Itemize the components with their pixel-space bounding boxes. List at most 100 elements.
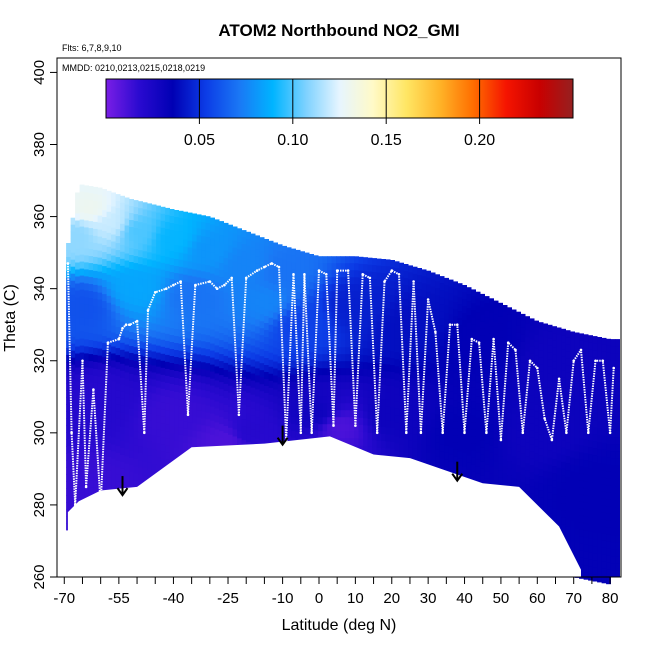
field-cell bbox=[70, 329, 76, 338]
field-cell bbox=[66, 432, 71, 440]
field-cell bbox=[583, 439, 589, 447]
field-cell bbox=[88, 291, 94, 299]
field-cell bbox=[358, 368, 364, 377]
field-cell bbox=[439, 318, 445, 326]
field-cell bbox=[345, 291, 350, 299]
field-cell bbox=[453, 393, 458, 401]
field-cell bbox=[241, 300, 247, 308]
field-cell bbox=[579, 522, 584, 530]
field-cell bbox=[547, 408, 553, 417]
field-cell bbox=[264, 302, 269, 310]
field-cell bbox=[214, 401, 220, 409]
field-cell bbox=[111, 332, 116, 340]
field-cell bbox=[286, 422, 292, 430]
field-cell bbox=[331, 298, 337, 306]
field-cell bbox=[489, 431, 494, 439]
field-cell bbox=[264, 428, 269, 436]
field-cell bbox=[79, 345, 85, 353]
field-cell bbox=[192, 304, 197, 312]
field-cell bbox=[237, 438, 242, 446]
field-cell bbox=[399, 304, 404, 313]
field-cell bbox=[250, 436, 256, 444]
field-cell bbox=[142, 384, 148, 392]
flight-track-point bbox=[332, 424, 335, 427]
field-cell bbox=[147, 231, 152, 239]
field-cell bbox=[390, 393, 395, 401]
field-cell bbox=[574, 542, 580, 550]
field-cell bbox=[381, 385, 386, 393]
field-cell bbox=[453, 281, 458, 289]
field-cell bbox=[318, 284, 323, 292]
field-cell bbox=[228, 378, 233, 387]
field-cell bbox=[412, 434, 418, 443]
field-cell bbox=[516, 458, 521, 467]
flight-track-point bbox=[106, 341, 110, 345]
field-cell bbox=[336, 298, 341, 306]
field-cell bbox=[79, 464, 85, 472]
field-cell bbox=[534, 425, 539, 433]
field-cell bbox=[475, 305, 481, 314]
field-cell bbox=[214, 268, 220, 276]
field-cell bbox=[615, 507, 620, 515]
field-cell bbox=[372, 405, 377, 413]
field-cell bbox=[120, 209, 125, 218]
field-cell bbox=[156, 296, 161, 304]
field-cell bbox=[97, 348, 103, 356]
field-cell bbox=[538, 441, 544, 449]
field-cell bbox=[439, 465, 445, 473]
field-cell bbox=[147, 399, 152, 407]
field-cell bbox=[187, 422, 193, 430]
field-cell bbox=[322, 298, 328, 306]
field-cell bbox=[264, 253, 269, 261]
field-cell bbox=[93, 354, 98, 363]
field-cell bbox=[561, 419, 566, 428]
field-cell bbox=[124, 267, 130, 275]
field-cell bbox=[444, 291, 449, 300]
field-cell bbox=[574, 549, 580, 557]
field-cell bbox=[75, 353, 80, 361]
field-cell bbox=[219, 319, 224, 327]
field-cell bbox=[579, 382, 584, 390]
field-cell bbox=[277, 244, 283, 252]
field-cell bbox=[336, 284, 341, 292]
field-cell bbox=[214, 352, 220, 360]
field-cell bbox=[133, 410, 139, 418]
field-cell bbox=[223, 299, 229, 308]
field-cell bbox=[138, 341, 143, 349]
field-cell bbox=[133, 221, 139, 229]
field-cell bbox=[183, 239, 188, 248]
field-cell bbox=[606, 457, 611, 466]
field-cell bbox=[142, 202, 148, 210]
field-cell bbox=[565, 393, 571, 401]
field-cell bbox=[156, 429, 161, 437]
field-cell bbox=[417, 331, 422, 339]
field-cell bbox=[79, 240, 85, 248]
field-cell bbox=[543, 421, 548, 429]
field-cell bbox=[421, 311, 427, 319]
field-cell bbox=[376, 342, 382, 350]
field-cell bbox=[502, 410, 508, 418]
field-cell bbox=[88, 473, 94, 481]
x-tick-label: 50 bbox=[493, 590, 510, 607]
field-cell bbox=[246, 259, 251, 268]
field-cell bbox=[129, 353, 134, 361]
field-cell bbox=[88, 403, 94, 411]
field-cell bbox=[421, 402, 427, 410]
field-cell bbox=[520, 369, 526, 378]
field-cell bbox=[340, 277, 346, 285]
field-cell bbox=[385, 350, 391, 358]
field-cell bbox=[466, 385, 472, 393]
field-cell bbox=[106, 393, 112, 402]
field-cell bbox=[318, 368, 323, 376]
field-cell bbox=[106, 260, 112, 269]
field-cell bbox=[543, 386, 548, 394]
field-cell bbox=[273, 249, 278, 257]
field-cell bbox=[606, 569, 611, 578]
field-cell bbox=[574, 521, 580, 529]
field-cell bbox=[322, 256, 328, 264]
field-cell bbox=[228, 399, 233, 408]
field-cell bbox=[115, 432, 121, 440]
field-cell bbox=[282, 434, 287, 443]
field-cell bbox=[133, 284, 139, 292]
field-cell bbox=[412, 371, 418, 380]
